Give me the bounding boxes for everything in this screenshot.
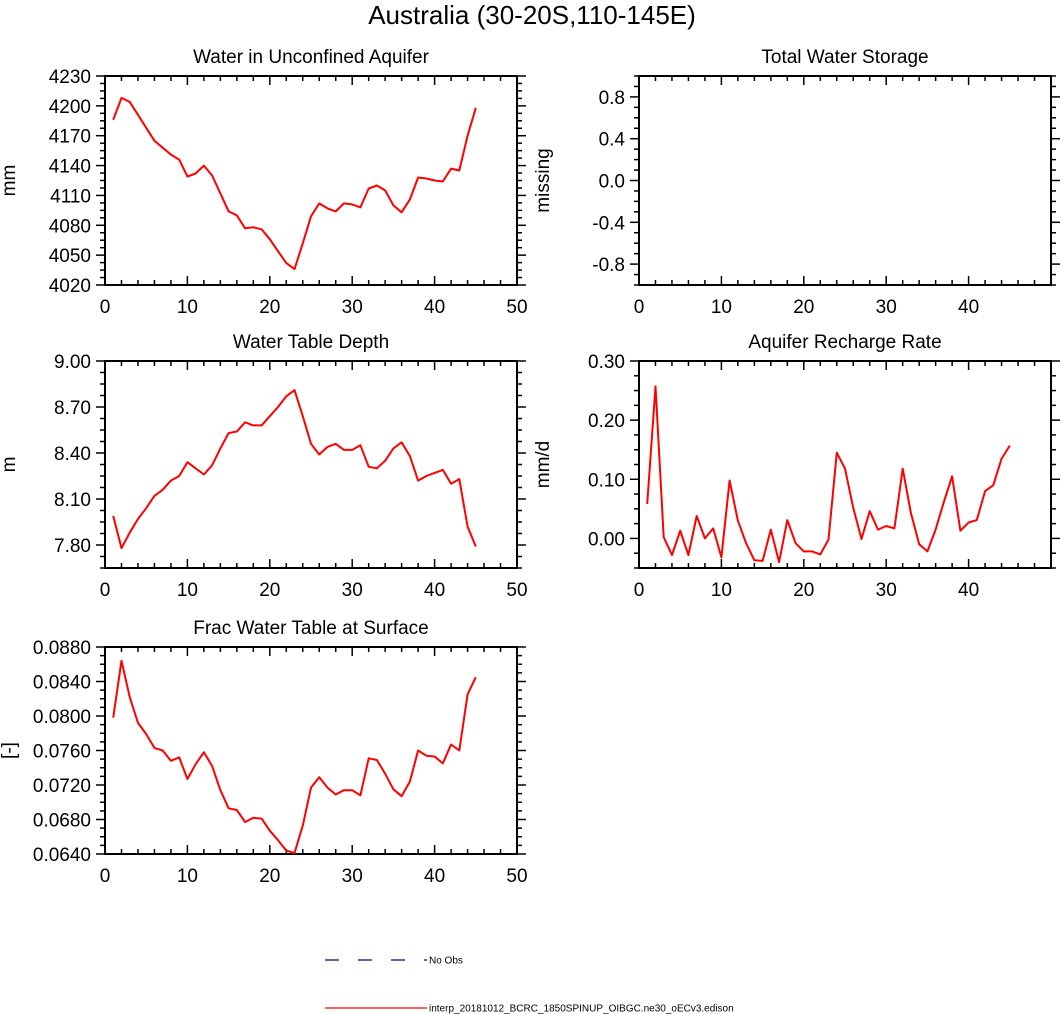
- plot-frame: [638, 75, 1052, 286]
- legend-label: No Obs: [429, 956, 463, 967]
- y-tick-label: 0.4: [599, 130, 626, 151]
- y-axis-label: missing: [533, 148, 554, 212]
- y-tick-label: 8.70: [54, 398, 91, 419]
- series-line: [646, 385, 1011, 564]
- x-tick-label: 0: [100, 866, 111, 887]
- x-tick-label: 50: [506, 297, 527, 318]
- y-axis-label: m: [0, 457, 20, 473]
- x-tick-label: 50: [506, 580, 527, 601]
- x-tick-label: 20: [259, 580, 280, 601]
- x-tick-label: 30: [342, 297, 363, 318]
- chart-title: Water in Unconfined Aquifer: [193, 47, 430, 68]
- figure-title: Australia (30-20S,110-145E): [368, 0, 696, 30]
- plot-frame: [104, 75, 518, 286]
- plot-frame: [104, 646, 518, 855]
- y-axis-label: mm: [0, 165, 20, 197]
- y-axis-label: mm/d: [533, 441, 554, 489]
- series-line: [112, 96, 477, 271]
- x-tick-label: 10: [177, 866, 198, 887]
- y-tick-label: 0.0680: [33, 811, 91, 832]
- y-tick-label: 0.0720: [33, 776, 91, 797]
- chart-title: Water Table Depth: [233, 332, 389, 353]
- y-tick-label: 4200: [49, 97, 91, 118]
- x-tick-label: 20: [259, 866, 280, 887]
- y-tick-label: 0.30: [588, 352, 625, 373]
- y-tick-label: 4080: [49, 216, 91, 237]
- y-tick-label: 0.10: [588, 470, 625, 491]
- y-tick-label: 8.40: [54, 444, 91, 465]
- chart-panel-5: Frac Water Table at Surface 0 10 20 30 40 50 0.…: [0, 618, 528, 887]
- series-line: [112, 389, 477, 550]
- y-tick-label: 4170: [49, 127, 91, 148]
- x-tick-label: 40: [958, 580, 979, 601]
- y-tick-label: 7.80: [54, 536, 91, 557]
- y-tick-label: 0.0760: [33, 742, 91, 763]
- chart-panel-4: Aquifer Recharge Rate 0 10 20 30 40 0.00 0.10 0.…: [533, 332, 1060, 601]
- y-tick-label: 0.0: [599, 172, 625, 193]
- y-tick-label: 4050: [49, 246, 91, 267]
- y-tick-label: 0.0840: [33, 673, 91, 694]
- x-tick-label: 0: [100, 580, 111, 601]
- y-tick-label: 4230: [49, 67, 91, 88]
- x-tick-label: 50: [506, 866, 527, 887]
- y-tick-label: 0.0880: [33, 638, 91, 659]
- x-tick-label: 30: [342, 580, 363, 601]
- y-tick-label: 4020: [49, 276, 91, 297]
- chart-panel-2: Total Water Storage 0 10 20 30 40 -0.8 -0.4 0.0 0…: [533, 47, 1060, 318]
- y-tick-label: 0.8: [599, 88, 625, 109]
- x-tick-label: 40: [424, 580, 445, 601]
- x-tick-label: 10: [177, 580, 198, 601]
- chart-title: Total Water Storage: [761, 47, 928, 68]
- legend: No Obs interp_20181012_BCRC_1850SPINUP_OI…: [325, 956, 734, 1014]
- x-tick-label: 10: [711, 580, 732, 601]
- chart-panel-3: Water Table Depth 0 10 20 30 40 50 7.80 8.10 8.40…: [0, 332, 528, 601]
- plot-frame: [104, 360, 518, 569]
- plot-frame: [638, 360, 1052, 569]
- x-tick-label: 30: [876, 580, 897, 601]
- y-tick-label: 0.0800: [33, 707, 91, 728]
- y-tick-label: 4110: [50, 186, 91, 207]
- x-tick-label: 10: [711, 297, 732, 318]
- y-tick-label: 0.00: [588, 529, 625, 550]
- y-tick-label: 4140: [49, 157, 91, 178]
- x-tick-label: 20: [793, 580, 814, 601]
- y-tick-label: 8.10: [54, 490, 91, 511]
- x-tick-label: 20: [793, 297, 814, 318]
- x-tick-label: 40: [424, 297, 445, 318]
- y-tick-label: 0.0640: [33, 845, 91, 866]
- chart-title: Frac Water Table at Surface: [193, 618, 429, 639]
- x-tick-label: 20: [259, 297, 280, 318]
- y-tick-label: 0.20: [588, 411, 625, 432]
- chart-title: Aquifer Recharge Rate: [748, 332, 941, 353]
- x-tick-label: 0: [100, 297, 111, 318]
- x-tick-label: 30: [876, 297, 897, 318]
- y-tick-label: -0.4: [592, 213, 625, 234]
- y-tick-label: -0.8: [592, 255, 625, 276]
- x-tick-label: 40: [958, 297, 979, 318]
- x-tick-label: 30: [342, 866, 363, 887]
- x-tick-label: 40: [424, 866, 445, 887]
- legend-label: interp_20181012_BCRC_1850SPINUP_OIBGC.ne…: [429, 1004, 734, 1014]
- x-tick-label: 0: [634, 297, 645, 318]
- x-tick-label: 10: [177, 297, 198, 318]
- y-axis-label: [-]: [0, 742, 20, 759]
- series-line: [112, 659, 477, 855]
- x-tick-label: 0: [634, 580, 645, 601]
- y-tick-label: 9.00: [54, 352, 91, 373]
